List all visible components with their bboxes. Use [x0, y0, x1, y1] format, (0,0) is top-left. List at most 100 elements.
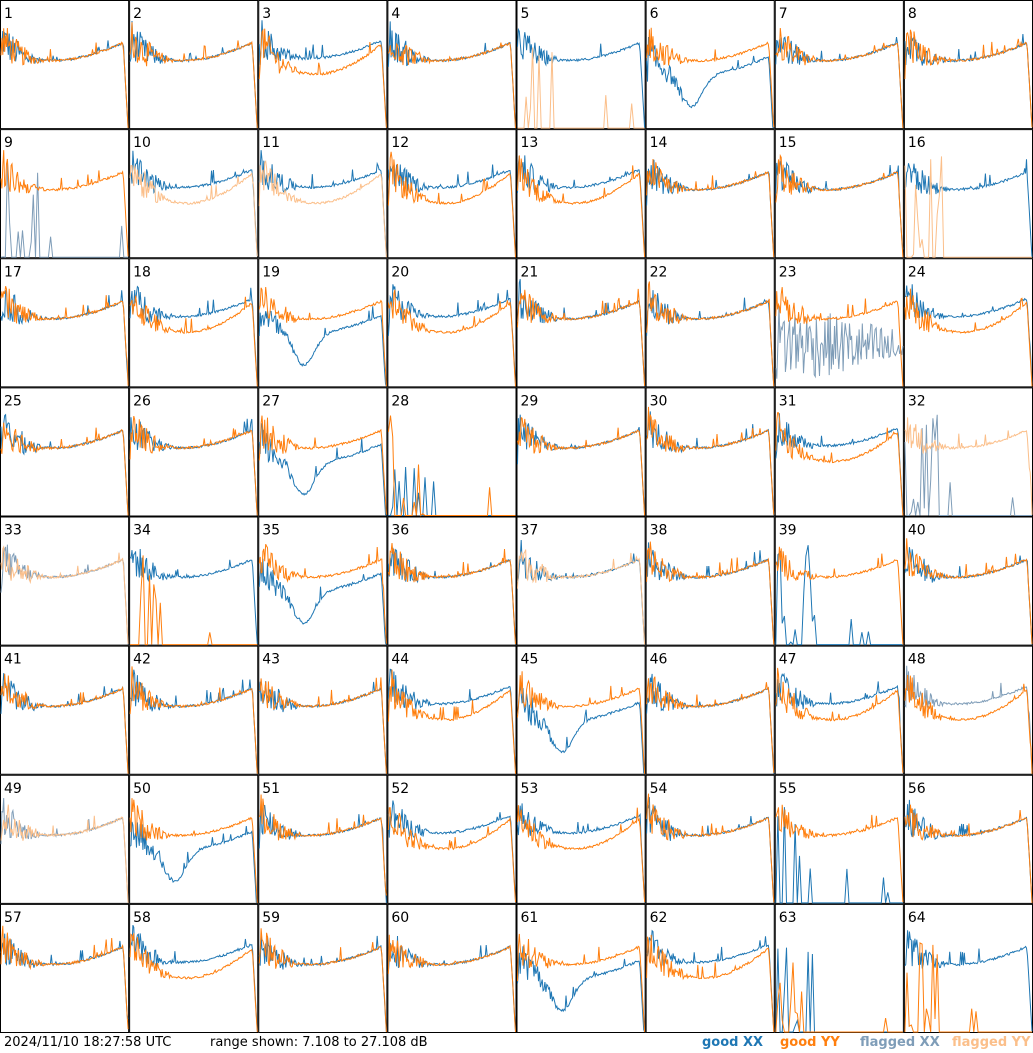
panel-label: 36: [391, 523, 409, 539]
yy-trace: [517, 155, 646, 258]
panel-label: 6: [650, 6, 659, 22]
yy-trace: [775, 27, 904, 129]
yy-trace: [129, 415, 258, 516]
yy-trace: [517, 805, 646, 902]
panel-19: 19: [258, 258, 388, 388]
yy-trace: [646, 676, 775, 773]
panel-frame: [258, 129, 388, 259]
panel-16: 16: [903, 129, 1033, 259]
xx-trace: [387, 164, 516, 256]
xx-trace: [646, 929, 775, 1031]
panel-27: 27: [258, 387, 388, 517]
legend-good-yy: good YY: [780, 1035, 840, 1050]
panel-4: 4: [387, 0, 517, 130]
panel-6: 6: [645, 0, 775, 130]
yy-trace: [0, 286, 129, 386]
panel-frame: [516, 0, 646, 130]
panel-34: 34: [129, 516, 259, 646]
xx-trace: [517, 803, 646, 902]
panel-63: 63: [774, 903, 904, 1033]
panel-label: 14: [650, 135, 668, 151]
panel-frame: [516, 516, 646, 646]
panel-52: 52: [387, 774, 517, 904]
panel-label: 49: [4, 781, 22, 797]
yy-trace: [775, 962, 903, 1033]
yy-trace: [258, 415, 387, 515]
xx-trace: [517, 683, 645, 775]
yy-trace: [0, 27, 129, 129]
xx-trace: [904, 159, 1033, 258]
panel-57: 57: [0, 903, 130, 1033]
yy-trace: [129, 295, 258, 387]
panel-label: 23: [779, 264, 797, 280]
panel-17: 17: [0, 258, 130, 388]
panel-frame: [645, 387, 775, 517]
panel-label: 39: [779, 523, 797, 539]
panel-label: 7: [779, 6, 788, 22]
panel-42: 42: [129, 645, 259, 775]
panel-frame: [0, 516, 130, 646]
panel-label: 26: [133, 393, 151, 409]
panel-label: 35: [262, 523, 280, 539]
panel-label: 58: [133, 910, 151, 926]
xx-trace: [129, 548, 258, 644]
panel-frame: [387, 645, 517, 775]
yy-trace: [517, 671, 646, 774]
footer-bar: 2024/11/10 18:27:58 UTC range shown: 7.1…: [0, 1033, 1033, 1053]
panel-label: 34: [133, 523, 151, 539]
panel-frame: [645, 903, 775, 1033]
panel-frame: [774, 0, 904, 130]
panel-5: 5: [516, 0, 646, 130]
panel-label: 60: [391, 910, 409, 926]
panel-label: 3: [262, 6, 271, 22]
panel-label: 20: [391, 264, 409, 280]
panel-59: 59: [258, 903, 388, 1033]
panel-frame: [129, 645, 259, 775]
panel-frame: [645, 516, 775, 646]
yy-trace: [0, 150, 129, 257]
panel-30: 30: [645, 387, 775, 517]
xx-trace: [258, 150, 387, 255]
yy-trace: [258, 794, 387, 896]
yy-trace: [517, 288, 646, 387]
panel-45: 45: [516, 645, 646, 775]
panel-20: 20: [387, 258, 517, 388]
yy-trace: [517, 933, 646, 1033]
panel-49: 49: [0, 774, 130, 904]
yy-trace: [387, 415, 516, 517]
yy-trace: [904, 156, 1032, 258]
panel-frame: [903, 774, 1033, 904]
panel-frame: [0, 645, 130, 775]
yy-trace: [517, 47, 645, 129]
xx-trace: [258, 20, 387, 127]
yy-trace: [775, 153, 904, 258]
panel-2: 2: [129, 0, 259, 130]
panel-58: 58: [129, 903, 259, 1033]
yy-trace: [904, 674, 1033, 774]
panel-51: 51: [258, 774, 388, 904]
panel-frame: [387, 258, 517, 388]
panel-frame: [258, 774, 388, 904]
yy-trace: [904, 804, 1033, 903]
panel-24: 24: [903, 258, 1033, 388]
panel-label: 37: [521, 523, 539, 539]
panel-label: 18: [133, 264, 151, 280]
panel-10: 10: [129, 129, 259, 259]
panel-32: 32: [903, 387, 1033, 517]
yy-trace: [904, 288, 1033, 387]
yy-trace: [258, 286, 387, 387]
panel-label: 52: [391, 781, 409, 797]
yy-trace: [387, 669, 516, 774]
panel-label: 40: [908, 523, 926, 539]
yy-trace: [646, 793, 775, 903]
panel-label: 17: [4, 264, 22, 280]
legend-good-xx: good XX: [702, 1035, 764, 1050]
panel-frame: [0, 903, 130, 1033]
yy-trace: [646, 158, 775, 258]
panel-22: 22: [645, 258, 775, 388]
panel-label: 63: [779, 910, 797, 926]
panel-label: 10: [133, 135, 151, 151]
panel-frame: [645, 129, 775, 259]
yy-trace: [646, 27, 775, 128]
